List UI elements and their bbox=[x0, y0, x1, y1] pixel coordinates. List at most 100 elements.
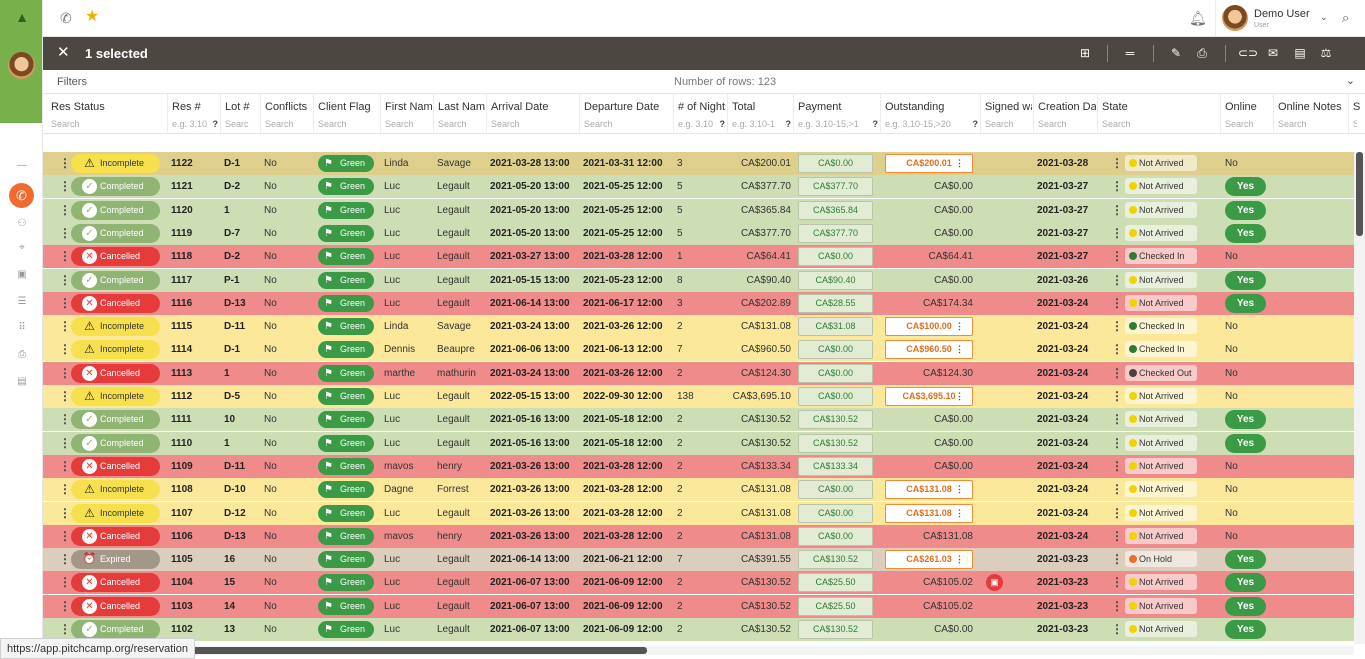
state-menu-icon[interactable]: ⋮ bbox=[1111, 412, 1123, 426]
column-search-input[interactable]: Search bbox=[318, 119, 347, 129]
outstanding-button[interactable]: CA$960.50 ⋮ bbox=[885, 340, 973, 359]
table-row[interactable]: ⋮ ✕ Cancelled 1104 15 No ⚑ Green Luc Legault 2021-… bbox=[43, 571, 1354, 594]
column-header[interactable]: Conflicts Search bbox=[260, 94, 313, 134]
status-badge[interactable]: ✓ Completed bbox=[71, 271, 160, 290]
table-row[interactable]: ⋮ ✕ Cancelled 1109 D-11 No ⚑ Green mavos henry 202… bbox=[43, 455, 1354, 478]
payment-button[interactable]: CA$25.50 bbox=[798, 573, 873, 592]
status-badge[interactable]: ⚠ Incomplete bbox=[71, 480, 160, 499]
column-header[interactable]: State Search bbox=[1097, 94, 1220, 134]
state-badge[interactable]: On Hold bbox=[1125, 551, 1197, 567]
people-nav-icon[interactable]: ⚇ bbox=[17, 218, 27, 229]
vertical-scroll-thumb[interactable] bbox=[1356, 152, 1363, 236]
state-badge[interactable]: Not Arrived bbox=[1125, 505, 1197, 521]
column-title[interactable]: Res # bbox=[172, 101, 201, 113]
outstanding-button[interactable]: CA$100.00 ⋮ bbox=[885, 317, 973, 336]
table-row[interactable]: ⋮ ✓ Completed 1111 10 No ⚑ Green Luc Legault 2021-… bbox=[43, 408, 1354, 431]
status-badge[interactable]: ✕ Cancelled bbox=[71, 457, 160, 476]
row-menu-icon[interactable]: ⋮ bbox=[59, 342, 71, 356]
state-menu-icon[interactable]: ⋮ bbox=[1111, 389, 1123, 403]
mail-icon[interactable]: ✉ bbox=[1267, 46, 1279, 60]
grid-nav-icon[interactable]: ⠿ bbox=[18, 322, 26, 333]
outstanding-button[interactable]: CA$200.01 ⋮ bbox=[885, 154, 973, 173]
client-flag-badge[interactable]: ⚑ Green bbox=[318, 388, 374, 405]
outstanding-menu-icon[interactable]: ⋮ bbox=[955, 508, 964, 518]
status-badge[interactable]: ✕ Cancelled bbox=[71, 247, 160, 266]
client-flag-badge[interactable]: ⚑ Green bbox=[318, 505, 374, 522]
client-flag-badge[interactable]: ⚑ Green bbox=[318, 411, 374, 428]
state-badge[interactable]: Not Arrived bbox=[1125, 621, 1197, 637]
add-reservation-icon[interactable]: ⊞ bbox=[1079, 46, 1091, 60]
user-menu[interactable]: Demo User User ⌄ ⌕ bbox=[1215, 0, 1365, 37]
status-badge[interactable]: ⚠ Incomplete bbox=[71, 340, 160, 359]
status-badge[interactable]: ✓ Completed bbox=[71, 177, 160, 196]
column-title[interactable]: Last Name bbox=[438, 101, 485, 113]
outstanding-menu-icon[interactable]: ⋮ bbox=[955, 391, 964, 401]
state-badge[interactable]: Checked In bbox=[1125, 341, 1197, 357]
outstanding-button[interactable]: CA$131.08 ⋮ bbox=[885, 504, 973, 523]
print-icon[interactable]: ⎙ bbox=[1197, 46, 1207, 60]
waiver-note-icon[interactable]: ▣ bbox=[986, 574, 1003, 591]
row-menu-icon[interactable]: ⋮ bbox=[59, 366, 71, 380]
client-flag-badge[interactable]: ⚑ Green bbox=[318, 248, 374, 265]
state-badge[interactable]: Checked Out bbox=[1125, 365, 1197, 381]
row-menu-icon[interactable]: ⋮ bbox=[59, 575, 71, 589]
star-icon[interactable]: ★ bbox=[85, 8, 100, 25]
column-header[interactable]: Client Flag Search bbox=[313, 94, 380, 134]
column-search-input[interactable]: e.g. 3,10 bbox=[172, 119, 208, 129]
state-menu-icon[interactable]: ⋮ bbox=[1111, 319, 1123, 333]
column-title[interactable]: Conflicts bbox=[265, 101, 308, 113]
column-title[interactable]: First Name bbox=[385, 101, 432, 113]
payment-button[interactable]: CA$25.50 bbox=[798, 597, 873, 616]
link-icon[interactable]: ⊂⊃ bbox=[1238, 46, 1259, 60]
table-row[interactable]: ⋮ ⚠ Incomplete 1112 D-5 No ⚑ Green Luc Legault 202… bbox=[43, 385, 1354, 408]
collapse-icon[interactable]: — bbox=[17, 160, 27, 171]
state-menu-icon[interactable]: ⋮ bbox=[1111, 203, 1123, 217]
column-header[interactable]: Total e.g. 3,10-1? bbox=[727, 94, 793, 134]
state-menu-icon[interactable]: ⋮ bbox=[1111, 552, 1123, 566]
payment-button[interactable]: CA$28.55 bbox=[798, 294, 873, 313]
state-badge[interactable]: Not Arrived bbox=[1125, 528, 1197, 544]
status-badge[interactable]: ⚠ Incomplete bbox=[71, 504, 160, 523]
status-badge[interactable]: ✓ Completed bbox=[71, 434, 160, 453]
payment-button[interactable]: CA$0.00 bbox=[798, 364, 873, 383]
table-row[interactable]: ⋮ ⚠ Incomplete 1107 D-12 No ⚑ Green Luc Legault 20… bbox=[43, 502, 1354, 525]
table-row[interactable]: ⋮ ⏰ Expired 1105 16 No ⚑ Green Luc Legault 2021-06… bbox=[43, 548, 1354, 571]
client-flag-badge[interactable]: ⚑ Green bbox=[318, 481, 374, 498]
column-search-input[interactable]: Search bbox=[1225, 119, 1254, 129]
row-menu-icon[interactable]: ⋮ bbox=[59, 203, 71, 217]
help-icon[interactable]: ? bbox=[785, 119, 792, 129]
client-flag-badge[interactable]: ⚑ Green bbox=[318, 435, 374, 452]
payment-button[interactable]: CA$0.00 bbox=[798, 154, 873, 173]
column-search-input[interactable]: Search bbox=[584, 119, 613, 129]
client-flag-badge[interactable]: ⚑ Green bbox=[318, 318, 374, 335]
table-row[interactable]: ⋮ ⚠ Incomplete 1114 D-1 No ⚑ Green Dennis Beaupre… bbox=[43, 338, 1354, 361]
payment-button[interactable]: CA$130.52 bbox=[798, 410, 873, 429]
state-menu-icon[interactable]: ⋮ bbox=[1111, 366, 1123, 380]
row-menu-icon[interactable]: ⋮ bbox=[59, 552, 71, 566]
state-menu-icon[interactable]: ⋮ bbox=[1111, 575, 1123, 589]
table-row[interactable]: ⋮ ⚠ Incomplete 1108 D-10 No ⚑ Green Dagne Forrest… bbox=[43, 478, 1354, 501]
state-badge[interactable]: Not Arrived bbox=[1125, 272, 1197, 288]
table-row[interactable]: ⋮ ✕ Cancelled 1118 D-2 No ⚑ Green Luc Legault 2021… bbox=[43, 245, 1354, 268]
horizontal-scrollbar[interactable] bbox=[43, 646, 1354, 655]
row-menu-icon[interactable]: ⋮ bbox=[59, 436, 71, 450]
vertical-scrollbar[interactable] bbox=[1354, 152, 1365, 644]
payment-button[interactable]: CA$377.70 bbox=[798, 224, 873, 243]
state-badge[interactable]: Not Arrived bbox=[1125, 458, 1197, 474]
status-badge[interactable]: ✕ Cancelled bbox=[71, 573, 160, 592]
state-badge[interactable]: Not Arrived bbox=[1125, 388, 1197, 404]
calendar-nav-icon[interactable]: ▣ bbox=[17, 269, 27, 280]
column-header[interactable]: First Name Search bbox=[380, 94, 433, 134]
table-row[interactable]: ⋮ ✕ Cancelled 1116 D-13 No ⚑ Green Luc Legault 202… bbox=[43, 292, 1354, 315]
state-menu-icon[interactable]: ⋮ bbox=[1111, 273, 1123, 287]
state-badge[interactable]: Not Arrived bbox=[1125, 435, 1197, 451]
row-menu-icon[interactable]: ⋮ bbox=[59, 529, 71, 543]
column-search-input[interactable]: Search bbox=[385, 119, 414, 129]
column-title[interactable]: Outstanding bbox=[885, 101, 945, 113]
outstanding-menu-icon[interactable]: ⋮ bbox=[955, 158, 964, 168]
column-title[interactable]: Arrival Date bbox=[491, 101, 549, 113]
column-title[interactable]: Client Flag bbox=[318, 101, 371, 113]
column-title[interactable]: Signed wai bbox=[985, 101, 1032, 113]
column-search-input[interactable]: Search bbox=[265, 119, 294, 129]
column-search-input[interactable]: Search bbox=[51, 119, 80, 129]
